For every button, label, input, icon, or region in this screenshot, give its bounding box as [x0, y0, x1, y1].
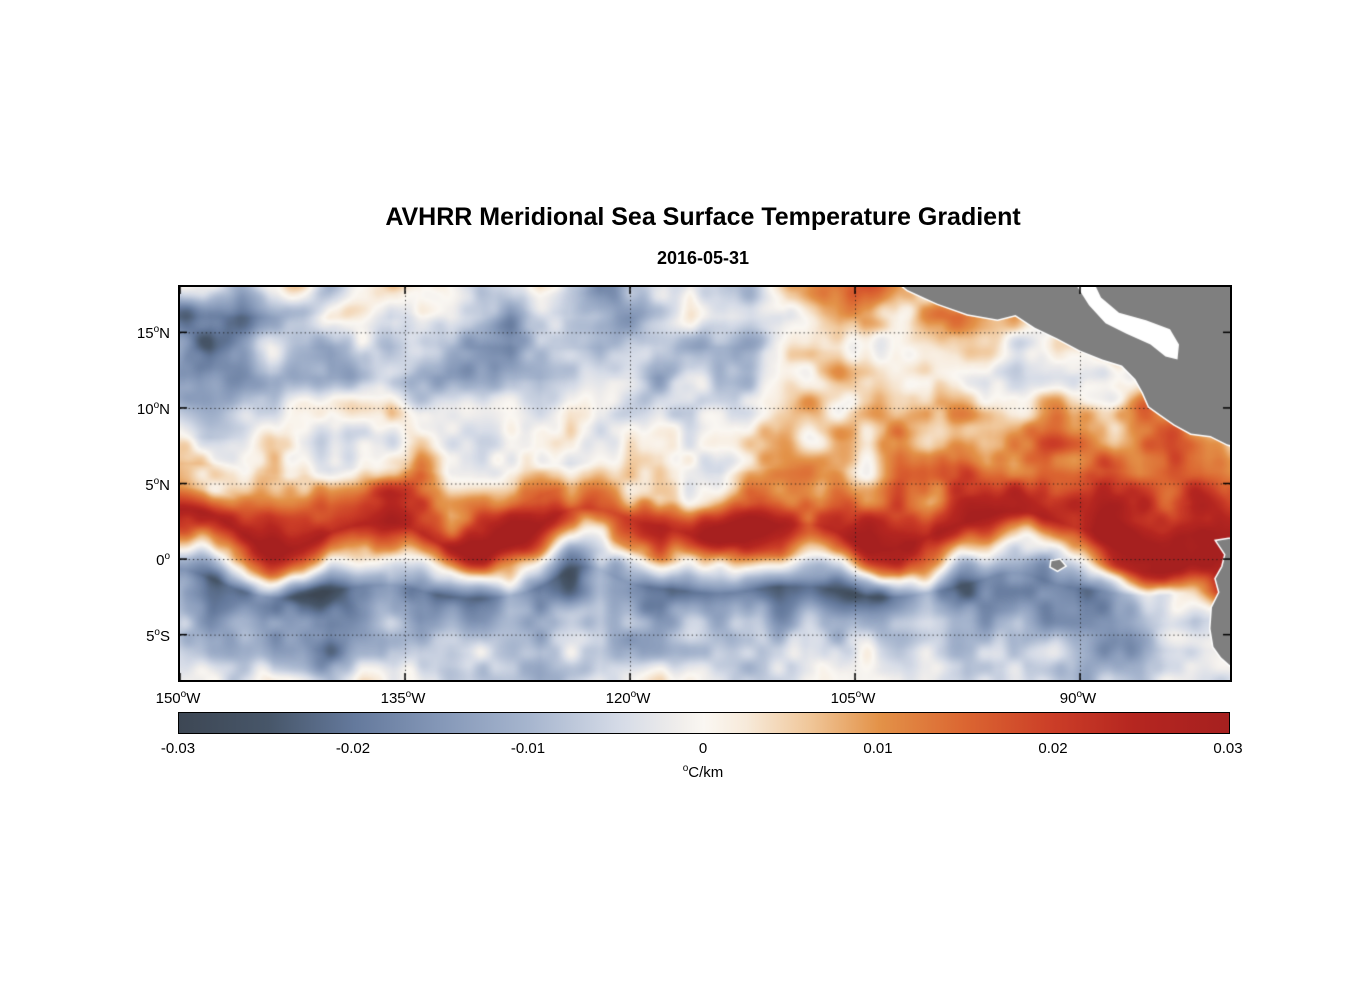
y-tick-label: 0o	[156, 551, 170, 570]
y-tick-label: 5oN	[145, 475, 170, 494]
colorbar-tick-label: -0.03	[160, 740, 196, 757]
x-tick-label: 135oW	[380, 689, 426, 707]
x-tick-label: 90oW	[1059, 689, 1097, 707]
plot-area	[178, 285, 1232, 682]
colorbar-tick-label: -0.01	[510, 740, 546, 757]
y-tick-label: 15oN	[136, 324, 170, 343]
y-tick-label: 5oS	[146, 626, 170, 645]
colorbar	[178, 712, 1230, 734]
x-tick-label: 120oW	[605, 689, 651, 707]
colorbar-tick-label: 0.01	[863, 740, 893, 757]
colorbar-unit-label: oC/km	[178, 763, 1228, 781]
colorbar-tick-label: 0.03	[1213, 740, 1243, 757]
chart-title: AVHRR Meridional Sea Surface Temperature…	[385, 203, 1021, 231]
y-tick-label: 10oN	[136, 399, 170, 418]
unit-text: C/km	[688, 764, 724, 781]
colorbar-tick-label: 0	[698, 740, 708, 757]
x-tick-label: 105oW	[830, 689, 876, 707]
chart-subtitle: 2016-05-31	[656, 248, 750, 268]
colorbar-tick-label: 0.02	[1038, 740, 1068, 757]
degree-symbol: o	[682, 763, 689, 774]
colorbar-tick-label: -0.02	[335, 740, 371, 757]
heatmap-canvas	[180, 287, 1230, 680]
x-tick-label: 150oW	[155, 689, 201, 707]
